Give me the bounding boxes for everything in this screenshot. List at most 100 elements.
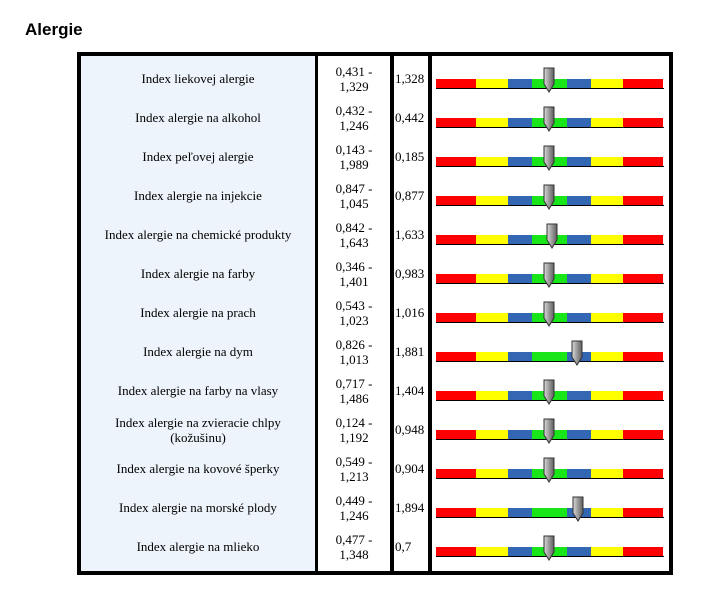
scale-segment <box>436 274 476 283</box>
range-high: 1,192 <box>339 429 369 445</box>
scale-segment <box>567 79 591 88</box>
scale-segment <box>532 508 567 517</box>
row-name: Index alergie na chemické produkty <box>104 227 292 242</box>
scale-segment <box>436 547 476 556</box>
range-low: 0,346 - <box>335 258 373 274</box>
scale-segment <box>532 352 567 361</box>
row-range: 0,449 -1,246 <box>318 488 390 527</box>
section-heading: Alergie <box>25 20 83 39</box>
column-level-indicator <box>432 56 669 571</box>
scale-segment <box>623 79 663 88</box>
range-high: 1,989 <box>339 156 369 172</box>
row-name: Index alergie na mlieko <box>136 539 260 554</box>
range-low: 0,449 - <box>335 492 373 508</box>
scale-segment <box>623 274 663 283</box>
scale-segment <box>567 469 591 478</box>
scale-segment <box>436 79 476 88</box>
scale-segment <box>508 235 532 244</box>
row-range: 0,477 -1,348 <box>318 527 390 566</box>
range-low: 0,549 - <box>335 453 373 469</box>
scale-segment <box>436 235 476 244</box>
range-low: 0,477 - <box>335 531 373 547</box>
range-low: 0,143 - <box>335 141 373 157</box>
scale-segment <box>508 430 532 439</box>
scale-segment <box>623 235 663 244</box>
row-name: Index alergie na morské plody <box>119 500 277 515</box>
scale-segment <box>476 235 508 244</box>
scale-segment <box>508 118 532 127</box>
scale-segment <box>508 196 532 205</box>
row-value: 1,881 <box>395 344 425 359</box>
range-high: 1,013 <box>339 351 369 367</box>
scale-segment <box>591 79 623 88</box>
scale-segment <box>476 469 508 478</box>
row-range: 0,143 -1,989 <box>318 137 390 176</box>
level-indicator <box>436 98 664 137</box>
scale-segment <box>591 274 623 283</box>
scale-segment <box>508 391 532 400</box>
scale-segment <box>591 430 623 439</box>
range-high: 1,023 <box>339 312 369 328</box>
row-value: 0,904 <box>395 461 425 476</box>
pointer-arrow-icon <box>546 223 558 249</box>
row-name: Index liekovej alergie <box>141 71 255 86</box>
scale-segment <box>508 313 532 322</box>
scale-segment <box>436 469 476 478</box>
scale-segment <box>508 352 532 361</box>
scale-segment <box>476 391 508 400</box>
row-name: Index alergie na farby na vlasy <box>117 383 279 398</box>
range-high: 1,246 <box>339 117 369 133</box>
row-name: Index peľovej alergie <box>142 149 254 164</box>
scale-segment <box>623 469 663 478</box>
range-high: 1,045 <box>339 195 369 211</box>
scale-segment <box>476 430 508 439</box>
pointer-arrow-icon <box>543 301 555 327</box>
range-low: 0,432 - <box>335 102 373 118</box>
scale-segment <box>567 313 591 322</box>
row-name: Index alergie na farby <box>140 266 256 281</box>
range-low: 0,826 - <box>335 336 373 352</box>
scale-segment <box>591 196 623 205</box>
column-measured-value: 1,328 0,442 0,185 0,877 1,633 0,983 1,016 1,881… <box>394 56 428 571</box>
scale-segment <box>623 508 663 517</box>
range-high: 1,213 <box>339 468 369 484</box>
pointer-arrow-icon <box>543 106 555 132</box>
row-range: 0,543 -1,023 <box>318 293 390 332</box>
row-name: Index alergie na zvieracie chlpy (kožuši… <box>115 414 281 445</box>
range-low: 0,543 - <box>335 297 373 313</box>
scale-segment <box>623 196 663 205</box>
row-name: Index alergie na injekcie <box>134 188 262 203</box>
row-value: 0,185 <box>395 149 425 164</box>
scale-segment <box>567 391 591 400</box>
pointer-arrow-icon <box>543 535 555 561</box>
scale-segment <box>591 547 623 556</box>
scale-segment <box>567 430 591 439</box>
range-low: 0,847 - <box>335 180 373 196</box>
scale-segment <box>623 313 663 322</box>
row-value: 1,016 <box>395 305 425 320</box>
allergy-table: Index liekovej alergie Index alergie na a… <box>77 52 673 575</box>
row-value: 1,633 <box>395 227 425 242</box>
scale-segment <box>623 157 663 166</box>
level-scale <box>436 508 664 518</box>
pointer-arrow-icon <box>543 418 555 444</box>
level-indicator <box>436 410 664 449</box>
row-name: Index alergie na dym <box>143 344 253 359</box>
scale-segment <box>591 313 623 322</box>
row-name: Index alergie na alkohol <box>135 110 261 125</box>
row-name: Index alergie na kovové šperky <box>116 461 280 476</box>
scale-segment <box>567 274 591 283</box>
scale-segment <box>567 196 591 205</box>
level-scale <box>436 352 664 362</box>
row-range: 0,124 -1,192 <box>318 410 390 449</box>
level-indicator <box>436 527 664 566</box>
row-name: Index alergie na prach <box>140 305 256 320</box>
level-indicator <box>436 371 664 410</box>
scale-segment <box>436 430 476 439</box>
scale-segment <box>508 274 532 283</box>
scale-segment <box>623 118 663 127</box>
row-range: 0,431 -1,329 <box>318 59 390 98</box>
column-index-name: Index liekovej alergie Index alergie na a… <box>81 56 315 571</box>
scale-segment <box>476 274 508 283</box>
level-indicator <box>436 449 664 488</box>
